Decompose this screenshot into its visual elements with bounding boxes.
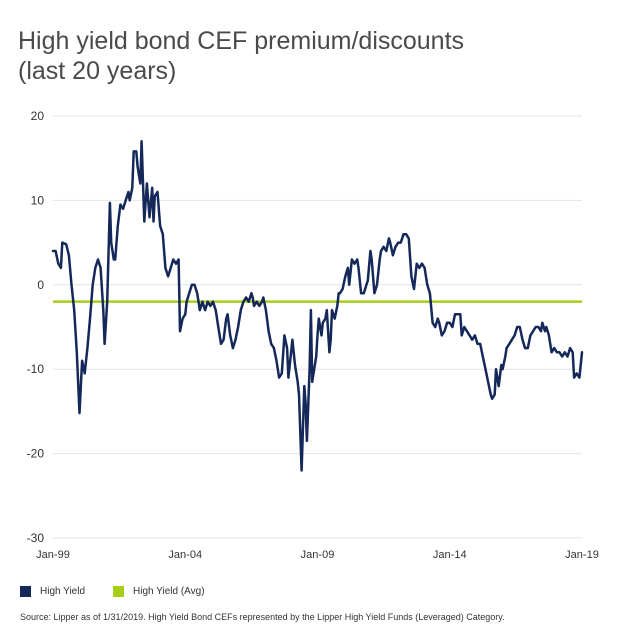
x-tick-label: Jan-14 xyxy=(433,549,467,561)
chart-title-line-2: (last 20 years) xyxy=(18,57,177,85)
chart-title: High yield bond CEF premium/discounts (l… xyxy=(18,26,608,86)
x-tick-label: Jan-09 xyxy=(301,549,335,561)
legend-item-high-yield-avg: High Yield (Avg) xyxy=(113,586,205,597)
grid-lines xyxy=(53,115,582,539)
source-note: Source: Lipper as of 1/31/2019. High Yie… xyxy=(20,612,505,622)
legend-swatch-high-yield xyxy=(20,586,31,597)
y-tick-label: 10 xyxy=(31,193,45,207)
legend-item-high-yield: High Yield xyxy=(20,586,85,597)
chart-title-line-1: High yield bond CEF premium/discounts xyxy=(18,27,465,55)
y-tick-labels: 20 10 0 -10 -20 -30 xyxy=(27,109,45,545)
x-tick-labels: Jan-99 Jan-04 Jan-09 Jan-14 Jan-19 xyxy=(36,549,599,561)
x-tick-label: Jan-99 xyxy=(36,549,70,561)
legend: High Yield High Yield (Avg) xyxy=(20,586,205,597)
legend-label-high-yield-avg: High Yield (Avg) xyxy=(133,586,205,597)
x-tick-label: Jan-19 xyxy=(565,549,599,561)
y-tick-label: -30 xyxy=(27,531,45,545)
x-tick-label: Jan-04 xyxy=(168,549,202,561)
legend-swatch-high-yield-avg xyxy=(113,586,125,597)
y-tick-label: 0 xyxy=(37,278,44,292)
y-tick-label: -20 xyxy=(27,447,45,461)
series-line-high-yield xyxy=(51,140,584,472)
y-tick-label: -10 xyxy=(27,362,45,376)
series-layer xyxy=(51,140,584,472)
y-tick-label: 20 xyxy=(31,109,45,123)
legend-label-high-yield: High Yield xyxy=(40,586,86,597)
